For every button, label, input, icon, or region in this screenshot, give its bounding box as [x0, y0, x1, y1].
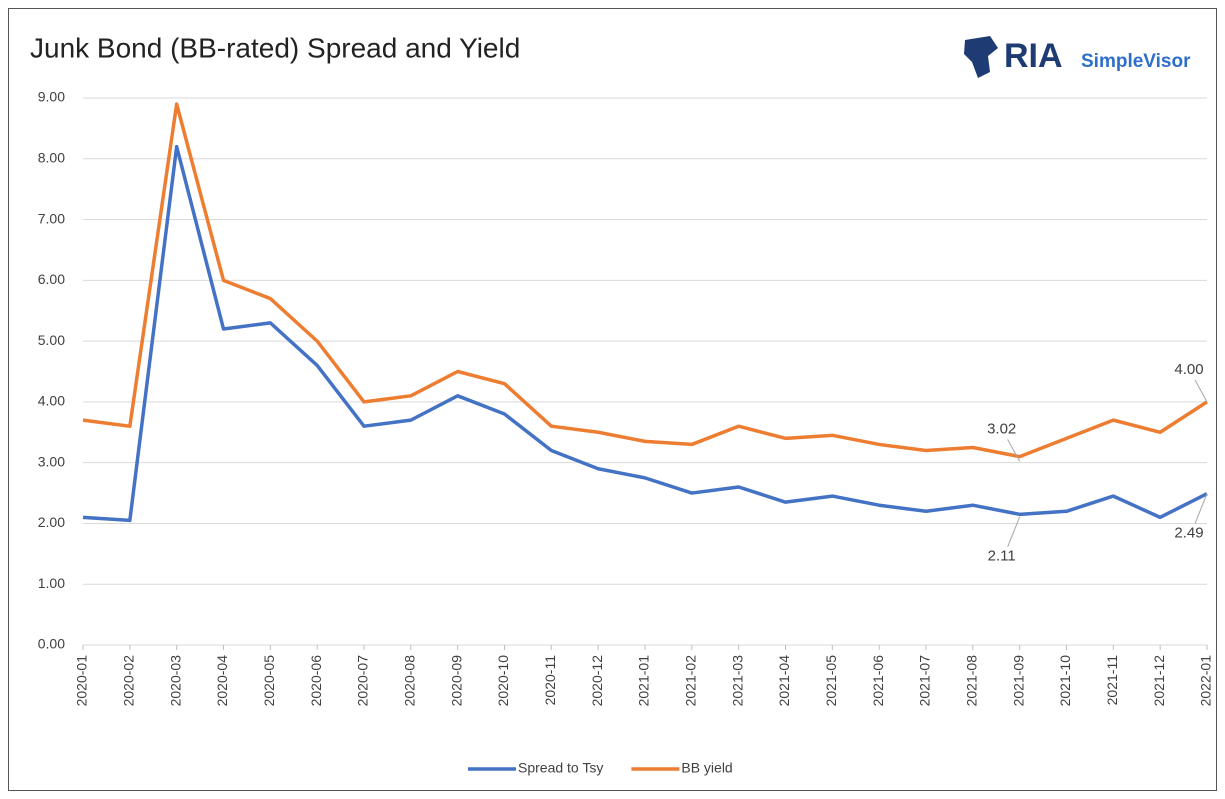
- y-tick-label: 8.00: [38, 149, 65, 165]
- annotation: 2.11: [988, 548, 1016, 565]
- annotation-leader: [1194, 493, 1208, 524]
- x-tick-label: 2021-12: [1151, 655, 1167, 707]
- logo-main: RIA: [1004, 37, 1063, 75]
- x-tick-label: 2021-10: [1057, 655, 1073, 707]
- legend-label: BB yield: [681, 760, 732, 776]
- chart-title: Junk Bond (BB-rated) Spread and Yield: [30, 32, 520, 63]
- x-tick-label: 2020-12: [589, 655, 605, 707]
- x-tick-label: 2021-05: [823, 655, 839, 707]
- x-tick-label: 2021-09: [1010, 655, 1026, 707]
- x-tick-label: 2021-11: [1104, 655, 1120, 706]
- x-tick-label: 2020-10: [495, 655, 511, 707]
- annotation-leader: [1194, 379, 1208, 403]
- annotation-leader: [1007, 516, 1021, 547]
- y-tick-label: 2.00: [38, 514, 65, 530]
- x-tick-label: 2020-06: [308, 655, 324, 707]
- annotation: 2.49: [1174, 525, 1203, 542]
- y-tick-label: 1.00: [38, 575, 65, 591]
- x-tick-label: 2021-01: [636, 655, 652, 707]
- y-tick-label: 7.00: [38, 210, 65, 226]
- x-tick-label: 2021-04: [776, 655, 792, 707]
- annotation-leader: [1007, 439, 1021, 462]
- y-tick-label: 6.00: [38, 271, 65, 287]
- x-tick-label: 2021-03: [729, 655, 745, 707]
- x-tick-label: 2020-01: [74, 655, 90, 707]
- series-line: [82, 144, 1208, 523]
- y-tick-label: 4.00: [38, 393, 65, 409]
- y-tick-label: 0.00: [38, 636, 65, 652]
- x-tick-label: 2021-06: [870, 655, 886, 707]
- x-tick-label: 2021-08: [964, 655, 980, 707]
- x-tick-label: 2020-05: [261, 655, 277, 707]
- x-tick-label: 2021-07: [917, 655, 933, 707]
- y-tick-label: 5.00: [38, 332, 65, 348]
- x-tick-label: 2021-02: [683, 655, 699, 707]
- annotation: 4.00: [1174, 361, 1203, 378]
- y-tick-label: 3.00: [38, 453, 65, 469]
- y-tick-label: 9.00: [38, 89, 65, 105]
- x-tick-label: 2022-01: [1198, 655, 1214, 707]
- x-tick-label: 2020-11: [542, 655, 558, 706]
- x-tick-label: 2020-07: [355, 655, 371, 707]
- series-line: [82, 102, 1208, 459]
- legend-label: Spread to Tsy: [518, 760, 603, 776]
- x-tick-label: 2020-04: [214, 655, 230, 707]
- x-tick-label: 2020-08: [402, 655, 418, 707]
- annotation: 3.02: [987, 420, 1016, 437]
- x-tick-label: 2020-09: [448, 655, 464, 707]
- chart-border: [8, 8, 1217, 791]
- x-tick-label: 2020-02: [121, 655, 137, 707]
- logo-sub: SimpleVisor: [1081, 51, 1191, 72]
- x-tick-label: 2020-03: [167, 655, 183, 707]
- logo-icon: [964, 36, 998, 78]
